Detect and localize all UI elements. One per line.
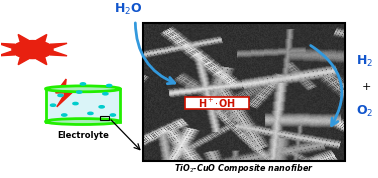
Polygon shape	[50, 43, 67, 48]
Text: TiO$_2$-CuO Composite nanofiber: TiO$_2$-CuO Composite nanofiber	[174, 163, 314, 176]
Polygon shape	[0, 51, 15, 56]
FancyArrowPatch shape	[311, 46, 342, 125]
Text: Electrolyte: Electrolyte	[57, 130, 109, 140]
Circle shape	[103, 93, 108, 95]
Polygon shape	[36, 35, 47, 42]
Circle shape	[88, 112, 93, 114]
Circle shape	[12, 41, 53, 59]
Circle shape	[107, 84, 112, 87]
Text: H$_2$: H$_2$	[356, 54, 373, 69]
Text: +: +	[361, 82, 371, 92]
Polygon shape	[18, 57, 29, 65]
Text: H$_2$O: H$_2$O	[113, 2, 142, 17]
Polygon shape	[50, 51, 67, 56]
Polygon shape	[36, 57, 47, 65]
Circle shape	[73, 102, 78, 105]
Circle shape	[110, 114, 116, 116]
Polygon shape	[56, 79, 74, 107]
Ellipse shape	[46, 119, 120, 124]
Bar	[100, 116, 109, 120]
Circle shape	[99, 106, 104, 108]
Ellipse shape	[46, 86, 120, 92]
Circle shape	[77, 91, 82, 93]
Bar	[143, 23, 345, 161]
FancyBboxPatch shape	[185, 97, 249, 109]
Circle shape	[81, 83, 85, 85]
Text: H$^+$$\cdot$OH: H$^+$$\cdot$OH	[198, 97, 236, 110]
Circle shape	[50, 104, 56, 106]
Circle shape	[62, 114, 67, 116]
FancyArrowPatch shape	[135, 23, 175, 84]
Circle shape	[58, 94, 63, 96]
Bar	[46, 89, 120, 122]
Polygon shape	[18, 35, 29, 42]
Text: O$_2$: O$_2$	[356, 104, 373, 119]
Polygon shape	[0, 43, 15, 48]
